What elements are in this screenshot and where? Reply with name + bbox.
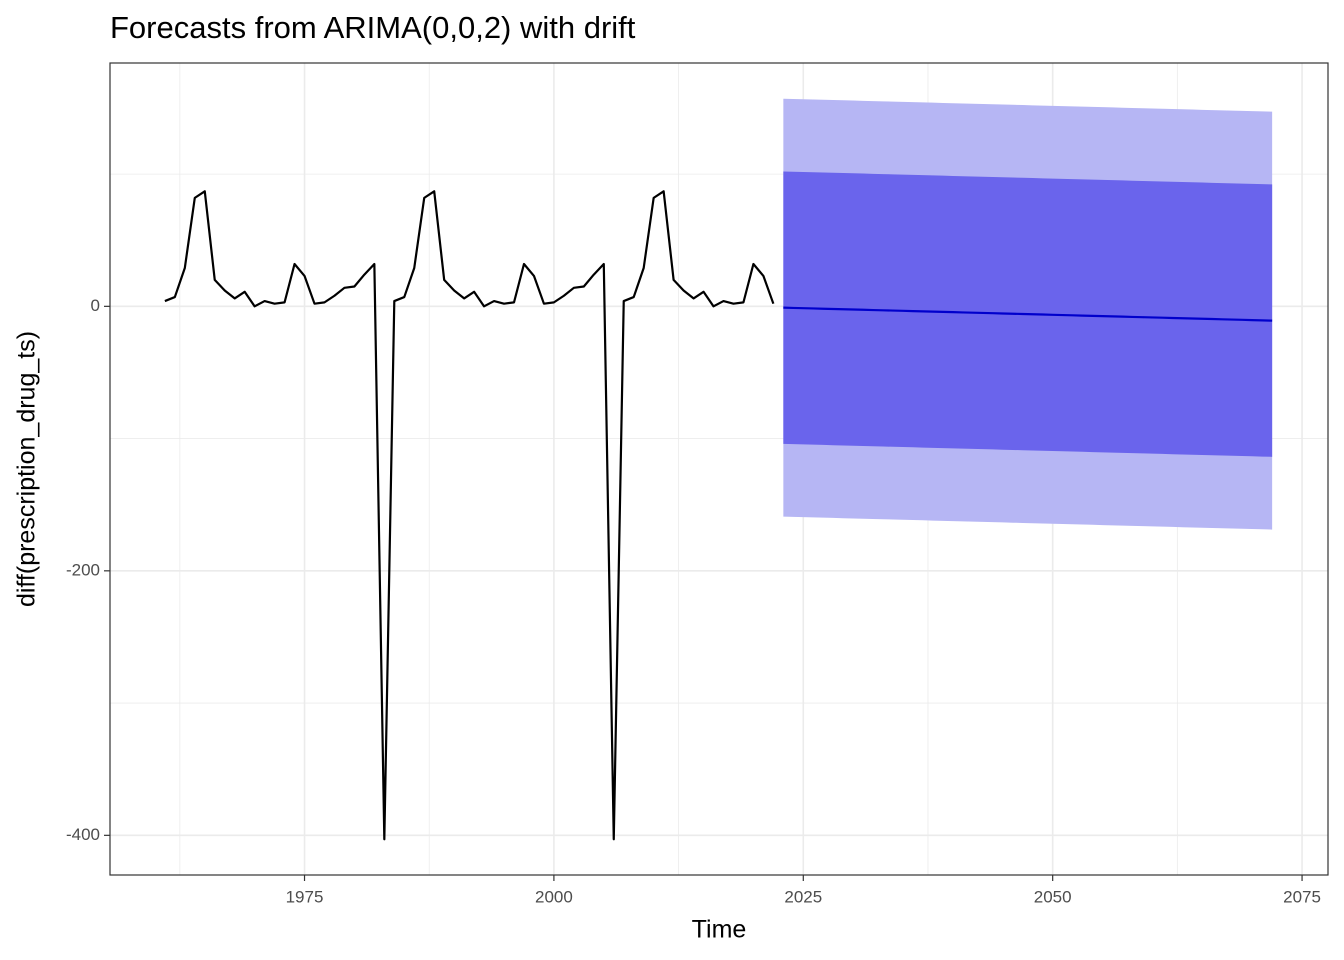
chart-title: Forecasts from ARIMA(0,0,2) with drift: [110, 10, 636, 45]
x-tick-label: 2050: [1034, 887, 1072, 906]
panel-border: [109, 62, 1329, 876]
series-line: [783, 306, 1273, 322]
x-axis-label: Time: [692, 916, 747, 944]
y-tick-label: 0: [91, 296, 100, 315]
series-line: [164, 190, 775, 841]
y-axis-label: diff(prescription_drug_ts): [13, 331, 41, 607]
y-tick-label: -400: [66, 825, 100, 844]
x-tick-label: 1975: [286, 887, 324, 906]
y-tick-label: -200: [66, 560, 100, 579]
x-tick-label: 2025: [784, 887, 822, 906]
x-tick-label: 2075: [1283, 887, 1321, 906]
x-tick-label: 2000: [535, 887, 573, 906]
